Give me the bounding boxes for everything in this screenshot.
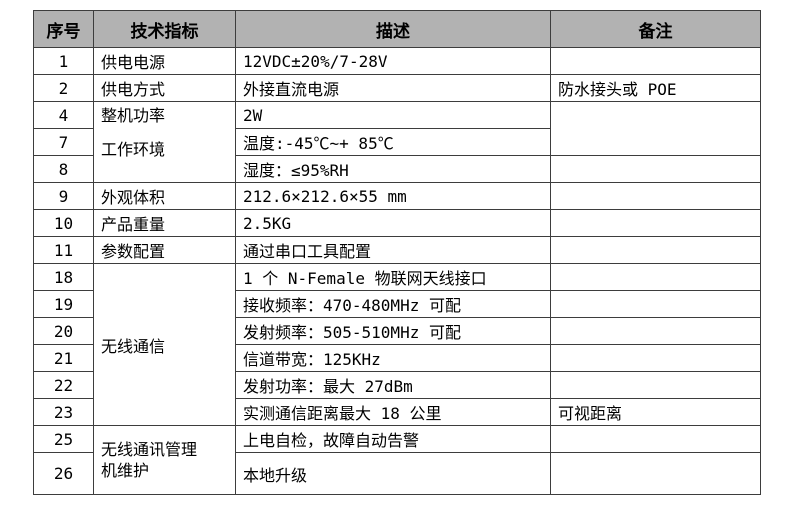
description-cell: 1 个 N-Female 物联网天线接口 [235,263,551,291]
no-cell: 21 [33,344,94,372]
no-cell: 9 [33,182,94,210]
indicator-cell: 参数配置 [93,236,236,264]
no-cell: 11 [33,236,94,264]
table-row: 23 实测通信距离最大 18 公里 可视距离 [33,398,761,426]
no-cell: 4 [33,101,94,129]
description-cell: 接收频率：470-480MHz 可配 [235,290,551,318]
table-row: 20 发射频率：505-510MHz 可配 [33,317,761,345]
remark-cell [550,344,761,372]
indicator-cell: 供电方式 [93,74,236,102]
indicator-cell-merged: 整机功率 工作环境 [93,101,236,183]
no-cell: 22 [33,371,94,399]
table-row: 8 湿度：≤95%RH [33,155,761,183]
remark-cell-merged [550,101,761,156]
table-row: 25 无线通讯管理机维护 上电自检，故障自动告警 [33,425,761,495]
description-cell: 上电自检，故障自动告警 [235,425,551,453]
no-cell: 18 [33,263,94,291]
indicator-label: 工作环境 [101,140,166,159]
description-cell: 温度:-45℃~+ 85℃ [235,128,551,156]
description-cell: 发射频率：505-510MHz 可配 [235,317,551,345]
table-row: 1 供电电源 12VDC±20%/7-28V [33,47,761,75]
description-cell: 2.5KG [235,209,551,237]
indicator-cell: 供电电源 [93,47,236,75]
no-cell: 7 [33,128,94,156]
indicator-cell-merged: 无线通信 [93,263,236,426]
description-cell: 湿度：≤95%RH [235,155,551,183]
no-cell: 8 [33,155,94,183]
no-cell: 2 [33,74,94,102]
remark-cell [550,182,761,210]
spec-table: 序号 技术指标 描述 备注 1 供电电源 12VDC±20%/7-28V 2 供… [33,10,761,495]
description-cell: 外接直流电源 [235,74,551,102]
remark-cell: 可视距离 [550,398,761,426]
no-cell: 1 [33,47,94,75]
remark-cell [550,47,761,75]
table-row: 19 接收频率：470-480MHz 可配 [33,290,761,318]
indicator-cell-merged: 无线通讯管理机维护 [93,425,236,495]
table-row: 9 外观体积 212.6×212.6×55 mm [33,182,761,210]
remark-cell [550,236,761,264]
description-cell: 通过串口工具配置 [235,236,551,264]
indicator-label: 无线通讯管理机维护 [101,440,198,480]
description-cell: 信道带宽：125KHz [235,344,551,372]
no-cell: 20 [33,317,94,345]
table-row: 18 无线通信 1 个 N-Female 物联网天线接口 [33,263,761,426]
no-cell: 25 [33,425,94,453]
description-cell: 发射功率：最大 27dBm [235,371,551,399]
indicator-cell: 外观体积 [93,182,236,210]
table-row: 2 供电方式 外接直流电源 防水接头或 POE [33,74,761,102]
remark-cell [550,209,761,237]
description-cell: 实测通信距离最大 18 公里 [235,398,551,426]
remark-cell [550,425,761,453]
no-cell: 10 [33,209,94,237]
table-row: 26 本地升级 [33,452,761,495]
remark-cell [550,263,761,291]
remark-cell [550,452,761,495]
table-row: 11 参数配置 通过串口工具配置 [33,236,761,264]
remark-cell [550,371,761,399]
indicator-cell: 产品重量 [93,209,236,237]
remark-cell [550,290,761,318]
table-row: 21 信道带宽：125KHz [33,344,761,372]
table-row: 4 整机功率 工作环境 2W [33,101,761,183]
header-cell-no: 序号 [33,10,94,48]
description-cell: 12VDC±20%/7-28V [235,47,551,75]
no-cell: 19 [33,290,94,318]
description-cell: 2W [235,101,551,129]
header-row: 序号 技术指标 描述 备注 [33,10,761,48]
description-cell: 本地升级 [235,452,551,495]
description-cell: 212.6×212.6×55 mm [235,182,551,210]
header-cell-description: 描述 [235,10,551,48]
header-cell-remark: 备注 [550,10,761,48]
remark-cell [550,155,761,183]
no-cell: 26 [33,452,94,495]
remark-cell [550,317,761,345]
table-row: 10 产品重量 2.5KG [33,209,761,237]
header-cell-indicator: 技术指标 [93,10,236,48]
indicator-label: 整机功率 [101,106,166,125]
no-cell: 23 [33,398,94,426]
remark-cell: 防水接头或 POE [550,74,761,102]
